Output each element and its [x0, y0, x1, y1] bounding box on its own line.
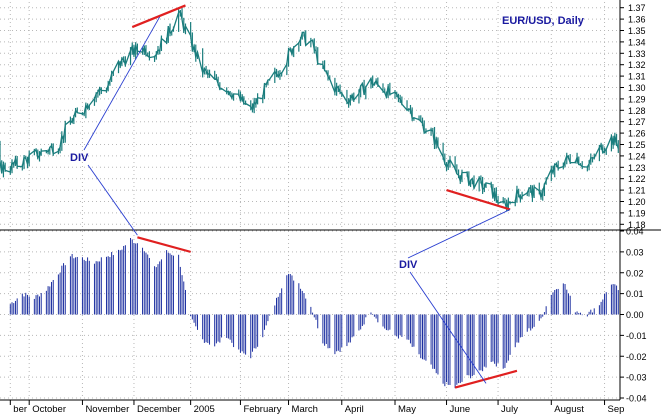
price-y-tick-label: 1.18 — [628, 220, 646, 230]
div-connector-osc-low — [409, 271, 487, 384]
price-y-tick-label: 1.36 — [628, 15, 646, 25]
price-y-tick-label: 1.19 — [628, 208, 646, 218]
price-y-tick-label: 1.24 — [628, 151, 646, 161]
divergence-annotations — [83, 4, 518, 389]
x-tick-label: February — [243, 404, 281, 414]
price-y-tick-label: 1.32 — [628, 60, 646, 70]
oscillator-y-tick-label: 0.02 — [626, 268, 644, 278]
x-tick-label: 2005 — [194, 404, 215, 414]
div-connector-price-high — [83, 16, 161, 151]
div-label-price: DIV — [70, 152, 89, 164]
x-tick-label: June — [450, 404, 471, 414]
price-y-tick-label: 1.25 — [628, 140, 646, 150]
price-y-tick-label: 1.26 — [628, 129, 646, 139]
oscillator-y-tick-label: -0.02 — [626, 352, 647, 362]
x-tick-label: October — [32, 404, 66, 414]
oscillator-y-tick-label: 0.01 — [626, 289, 644, 299]
price-y-tick-label: 1.37 — [628, 3, 646, 13]
x-tick-label: ber — [13, 404, 27, 414]
oscillator-y-tick-label: -0.03 — [626, 373, 647, 383]
oscillator-y-axis: -0.04 -0.03 -0.02 -0.01 0.00 0.01 0.02 0.03 0.04 — [620, 227, 647, 404]
price-y-tick-label: 1.28 — [628, 106, 646, 116]
price-line — [0, 10, 619, 209]
oscillator-y-tick-label: 0.04 — [626, 227, 644, 237]
div-connector-price-low — [407, 209, 511, 259]
x-tick-label: April — [345, 404, 364, 414]
div-label-oscillator: DIV — [399, 259, 418, 271]
oscillator-y-tick-label: 0.00 — [626, 310, 644, 320]
price-y-tick-label: 1.31 — [628, 72, 646, 82]
price-y-axis: 1.18 1.191.201.21 1.221.23 1.241.251.26 1.27… — [620, 3, 646, 230]
x-tick-label: May — [398, 404, 416, 414]
price-y-tick-label: 1.34 — [628, 37, 646, 47]
price-y-tick-label: 1.21 — [628, 186, 646, 196]
divergence-line-osc-high — [137, 236, 191, 253]
divergence-line-price-high — [131, 4, 186, 29]
x-tick-label: Sep — [608, 404, 625, 414]
price-y-tick-label: 1.35 — [628, 26, 646, 36]
chart-title: EUR/USD, Daily — [502, 15, 585, 27]
x-tick-label: December — [137, 404, 181, 414]
x-tick-label: August — [554, 404, 584, 414]
divergence-line-price-low — [446, 189, 511, 211]
price-y-tick-label: 1.29 — [628, 94, 646, 104]
price-y-tick-label: 1.22 — [628, 174, 646, 184]
x-tick-label: March — [292, 404, 318, 414]
div-connector-osc-high — [87, 164, 138, 236]
price-y-tick-label: 1.20 — [628, 197, 646, 207]
x-axis: ber October November December 2005 February Ma… — [9, 400, 625, 415]
price-series — [0, 8, 619, 212]
oscillator-histogram — [9, 237, 619, 389]
price-y-tick-label: 1.23 — [628, 163, 646, 173]
oscillator-y-tick-label: 0.03 — [626, 247, 644, 257]
chart-frame — [0, 0, 661, 401]
oscillator-y-tick-label: -0.01 — [626, 331, 647, 341]
x-tick-label: July — [501, 404, 518, 414]
price-y-tick-label: 1.33 — [628, 49, 646, 59]
divergence-line-osc-low — [454, 369, 518, 389]
price-y-tick-label: 1.27 — [628, 117, 646, 127]
price-y-tick-label: 1.30 — [628, 83, 646, 93]
x-tick-label: November — [85, 404, 129, 414]
oscillator-y-tick-label: -0.04 — [626, 394, 647, 404]
